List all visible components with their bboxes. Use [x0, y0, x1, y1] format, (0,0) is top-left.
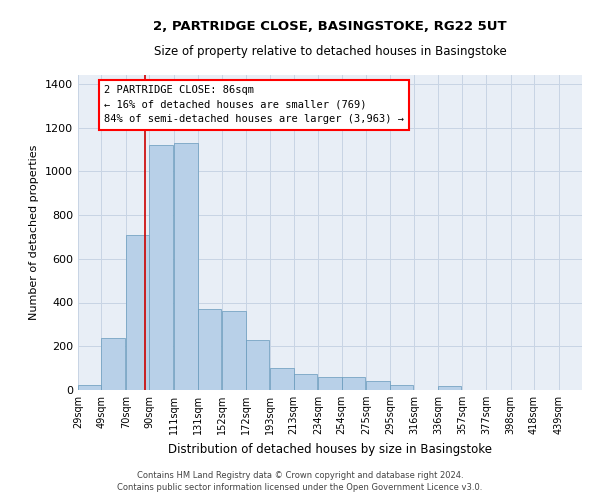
Text: Contains HM Land Registry data © Crown copyright and database right 2024.
Contai: Contains HM Land Registry data © Crown c…: [118, 471, 482, 492]
Bar: [149, 145, 173, 390]
Bar: [222, 311, 245, 390]
Bar: [438, 386, 461, 390]
Bar: [174, 143, 197, 390]
Bar: [101, 338, 125, 390]
Bar: [245, 340, 269, 390]
Bar: [342, 377, 365, 390]
Text: Size of property relative to detached houses in Basingstoke: Size of property relative to detached ho…: [154, 45, 506, 58]
Bar: [367, 381, 390, 390]
Bar: [197, 309, 221, 390]
Bar: [78, 384, 101, 390]
Text: 2 PARTRIDGE CLOSE: 86sqm
← 16% of detached houses are smaller (769)
84% of semi-: 2 PARTRIDGE CLOSE: 86sqm ← 16% of detach…: [104, 85, 404, 124]
X-axis label: Distribution of detached houses by size in Basingstoke: Distribution of detached houses by size …: [168, 442, 492, 456]
Bar: [318, 377, 342, 390]
Bar: [293, 374, 317, 390]
Text: 2, PARTRIDGE CLOSE, BASINGSTOKE, RG22 5UT: 2, PARTRIDGE CLOSE, BASINGSTOKE, RG22 5U…: [153, 20, 507, 33]
Bar: [390, 384, 413, 390]
Y-axis label: Number of detached properties: Number of detached properties: [29, 145, 40, 320]
Bar: [126, 234, 149, 390]
Bar: [270, 368, 293, 390]
